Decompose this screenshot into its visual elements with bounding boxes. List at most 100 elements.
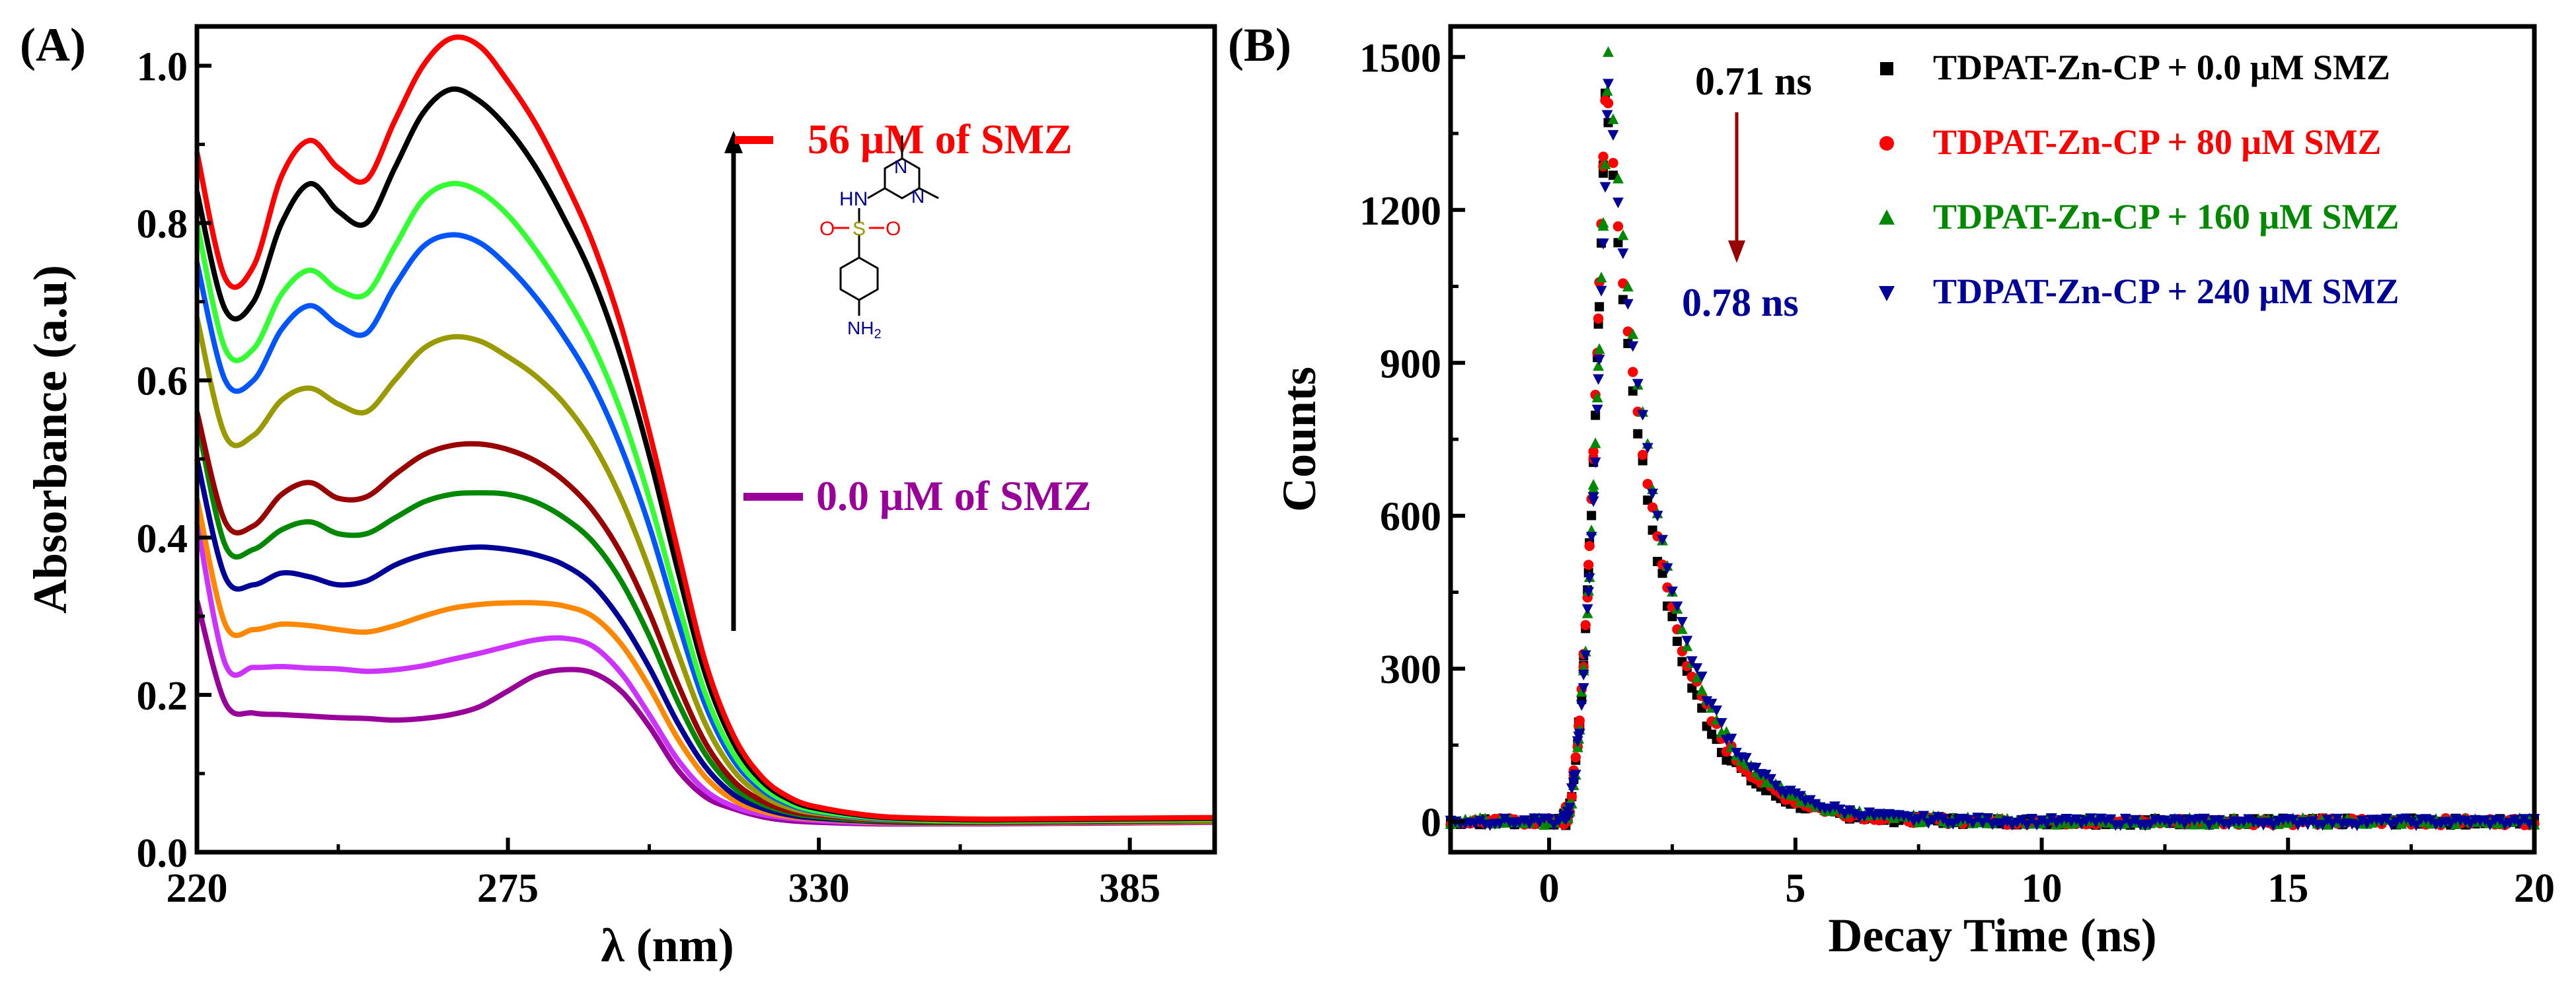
decay-point [2484, 819, 2496, 831]
decay-point [1560, 815, 1572, 826]
decay-point [1617, 229, 1629, 240]
decay-point [1570, 752, 1581, 763]
decay-point [2509, 815, 2520, 826]
decay-point [1676, 623, 1688, 634]
decay-point [1681, 636, 1693, 647]
panel-b-label: (B) [1228, 18, 1291, 71]
decay-point [1750, 762, 1762, 774]
decay-point [1577, 683, 1589, 694]
decay-point [1667, 612, 1677, 622]
absorbance-series-8 [194, 232, 1215, 824]
decay-point [1947, 818, 1959, 830]
decay-point [2041, 818, 2053, 830]
decay-point [1770, 780, 1782, 791]
decay-point [2061, 813, 2072, 825]
x-tick-label-b: 10 [2022, 866, 2063, 911]
x-tick-label-a: 330 [788, 866, 850, 911]
decay-point [2243, 814, 2255, 825]
x-tick-label-a: 385 [1099, 866, 1160, 911]
lifetime-arrow-head [1728, 240, 1745, 263]
decay-point [1622, 281, 1634, 292]
decay-point [1622, 299, 1634, 310]
decay-point [1706, 698, 1718, 709]
decay-point [2380, 813, 2392, 824]
concentration-arrow-head [724, 131, 743, 153]
decay-point [1529, 813, 1540, 824]
decay-point [2400, 813, 2412, 824]
decay-point [1591, 404, 1603, 416]
y-tick-label-b: 1200 [1359, 189, 1441, 234]
decay-point [1607, 113, 1619, 124]
decay-point [1740, 752, 1752, 764]
decay-point [1696, 684, 1708, 696]
decay-point [2203, 820, 2215, 831]
y-tick-label-b: 900 [1380, 342, 1441, 386]
decay-point [1593, 360, 1605, 371]
legend-label-1: TDPAT-Zn-CP + 0.0 μM SMZ [1933, 48, 2390, 87]
decay-point [1977, 818, 1989, 829]
decay-point [1864, 807, 1875, 818]
decay-point [2031, 820, 2043, 831]
decay-point [1587, 482, 1599, 494]
decay-point [2322, 815, 2333, 826]
decay-point [2036, 815, 2047, 826]
decay-point [1765, 774, 1776, 785]
panel-a-frame [194, 24, 1217, 855]
methyl-bond-right [919, 187, 939, 200]
legend-label-4: TDPAT-Zn-CP + 240 μM SMZ [1933, 272, 2399, 311]
lifetime-bottom-label: 0.78 ns [1682, 281, 1799, 324]
decay-point [1982, 813, 1993, 824]
x-tick-label-a: 275 [477, 866, 539, 911]
decay-point [2356, 815, 2368, 826]
o-label-right: O [886, 218, 901, 240]
decay-point [1671, 601, 1683, 612]
decay-point [1657, 534, 1668, 546]
legend-marker-4 [1879, 286, 1895, 301]
decay-point [1603, 79, 1614, 90]
decay-point [1617, 248, 1629, 260]
y-tick-label-a: 0.8 [137, 202, 188, 247]
decay-point [2263, 817, 2274, 828]
decay-point [1691, 663, 1703, 674]
legend-marker-3 [1879, 209, 1895, 225]
decay-point [2021, 820, 2033, 831]
decay-point [2326, 818, 2338, 830]
nh-bond [867, 187, 886, 200]
decay-point [2026, 813, 2038, 825]
decay-point [2351, 820, 2363, 832]
decay-point [2213, 815, 2225, 826]
decay-point [1588, 446, 1599, 457]
x-tick-label-b: 5 [1785, 866, 1805, 911]
legend-label-2: TDPAT-Zn-CP + 80 μM SMZ [1933, 122, 2381, 162]
decay-point [1918, 811, 1930, 822]
decay-point [1587, 492, 1599, 503]
decay-point [1595, 272, 1607, 283]
benzene-ring [839, 256, 879, 301]
decay-point [1686, 656, 1698, 667]
decay-point [1598, 151, 1609, 162]
top-concentration-label: 56 μM of SMZ [808, 116, 1073, 163]
x-tick-label-b: 15 [2267, 866, 2308, 911]
decay-point [1583, 573, 1595, 584]
decay-point [1583, 587, 1595, 598]
decay-point [1589, 437, 1601, 449]
decay-point [2410, 820, 2422, 831]
decay-point [1519, 815, 1531, 826]
decay-point [2179, 818, 2191, 830]
decay-point [1612, 198, 1624, 209]
y-tick-label-a: 1.0 [137, 45, 188, 90]
decay-point [1608, 158, 1618, 168]
n-label-top: N [894, 157, 907, 177]
panel-b-y-title: Counts [1273, 367, 1326, 512]
decay-point [1627, 341, 1639, 352]
absorbance-series-11 [194, 34, 1215, 822]
panel-a-label: (A) [20, 18, 86, 71]
y-tick-label-b: 1500 [1359, 36, 1441, 81]
decay-point [1568, 777, 1579, 789]
s-label: S [852, 218, 866, 240]
decay-point [1627, 328, 1639, 340]
decay-point [1595, 302, 1605, 312]
sulfamethazine-structure: HN N N S O O NH2 [819, 135, 939, 342]
decay-point [1661, 563, 1673, 574]
decay-point [1612, 172, 1624, 184]
